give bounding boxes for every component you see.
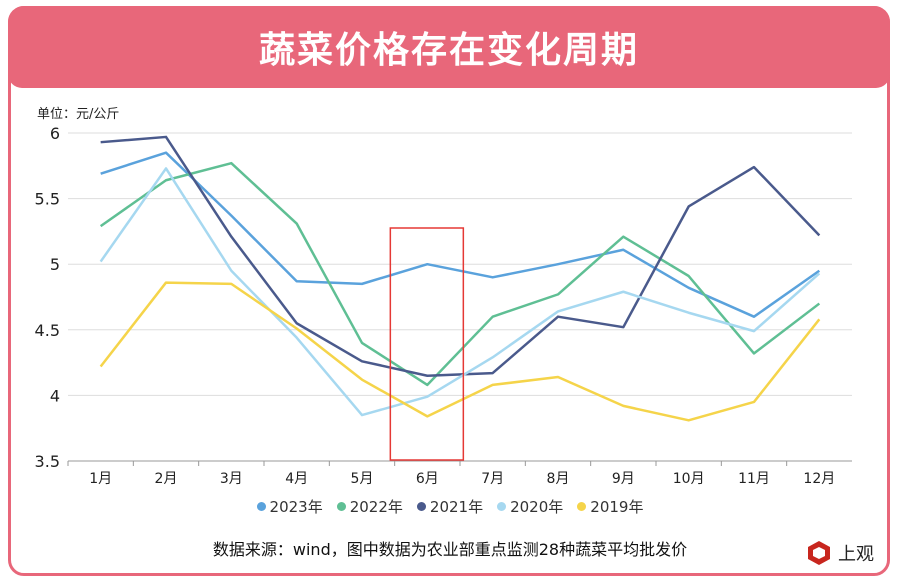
legend-item: 2019年 <box>577 496 643 517</box>
legend-marker <box>416 502 426 511</box>
series-line-2022年 <box>99 161 821 387</box>
legend-item: 2022年 <box>336 496 403 517</box>
y-tick-label: 3.5 <box>35 452 60 471</box>
series-line-2023年 <box>100 151 821 318</box>
x-tick-label: 8月 <box>547 471 570 487</box>
legend-item: 2020年 <box>497 496 563 517</box>
legend-marker <box>577 502 587 511</box>
legend-label: 2023年 <box>269 498 323 516</box>
x-tick-label: 11月 <box>738 471 770 487</box>
source-note: 数据来源：wind，图中数据为农业部重点监测28种蔬菜平均批发价 <box>212 540 688 559</box>
y-tick-label: 4 <box>50 386 60 405</box>
legend-marker <box>256 502 266 511</box>
logo: 上观 <box>806 540 874 566</box>
x-tick-label: 3月 <box>220 471 243 487</box>
chart-title: 蔬菜价格存在变化周期 <box>258 30 639 71</box>
highlight-box-june <box>389 227 465 461</box>
x-tick-label: 7月 <box>481 471 504 487</box>
series-line-2019年 <box>99 281 821 422</box>
x-tick-label: 4月 <box>285 471 308 487</box>
legend-item: 2021年 <box>416 496 484 517</box>
series-line-2020年 <box>99 167 821 417</box>
x-tick-label: 1月 <box>89 471 112 487</box>
legend-item: 2023年 <box>256 496 323 517</box>
card-frame <box>8 6 890 576</box>
x-tick-label: 12月 <box>803 471 835 487</box>
x-tick-label: 10月 <box>673 471 705 487</box>
y-tick-label: 6 <box>50 124 60 143</box>
title-banner: 蔬菜价格存在变化周期 <box>8 6 890 88</box>
logo-text: 上观 <box>838 544 874 565</box>
y-tick-label: 5 <box>50 255 60 274</box>
legend-label: 2022年 <box>349 498 403 516</box>
y-tick-label: 5.5 <box>35 190 60 209</box>
legend: 2023年 2022年 2021年 2020年 2019年 <box>0 496 900 517</box>
x-tick-label: 2月 <box>155 471 178 487</box>
legend-marker <box>336 502 346 511</box>
y-axis-unit: 单位：元/公斤 <box>37 107 120 122</box>
x-tick-label: 9月 <box>612 471 635 487</box>
x-tick-label: 5月 <box>351 471 374 487</box>
legend-label: 2019年 <box>590 498 644 516</box>
legend-label: 2021年 <box>429 498 484 516</box>
y-tick-label: 4.5 <box>35 321 60 340</box>
logo-icon <box>808 541 830 565</box>
legend-label: 2020年 <box>510 498 564 516</box>
series-line-2021年 <box>100 135 821 377</box>
x-tick-label: 6月 <box>416 471 439 487</box>
legend-marker <box>497 502 507 511</box>
